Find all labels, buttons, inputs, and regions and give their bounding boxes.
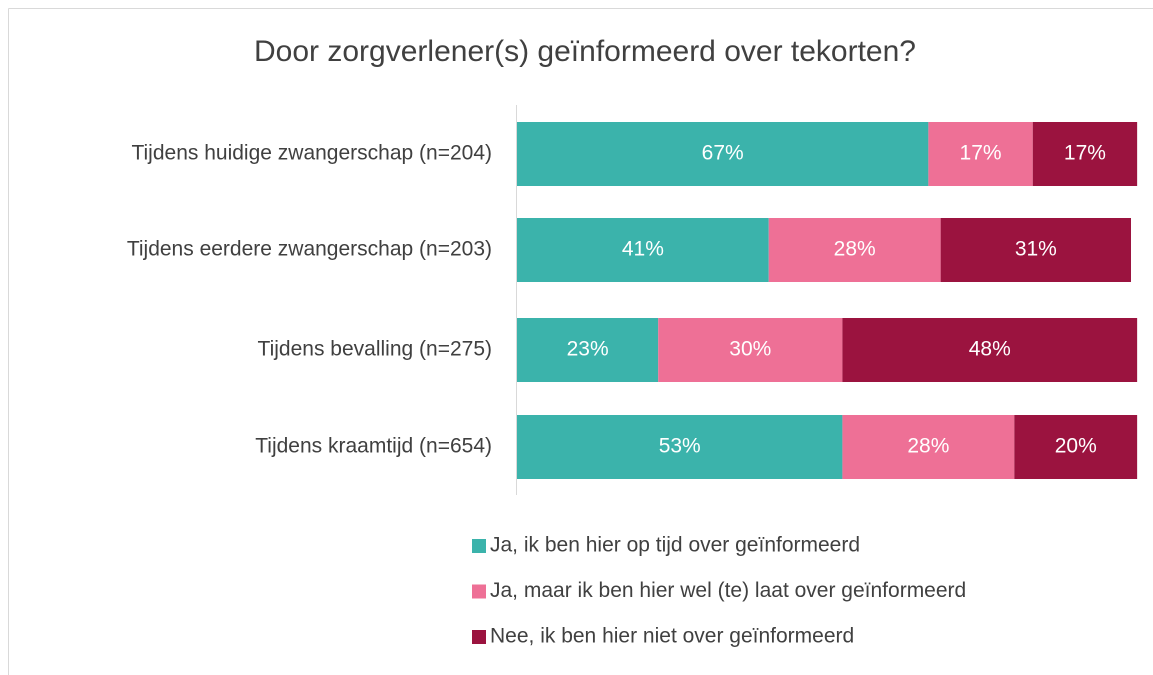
- legend-label: Ja, maar ik ben hier wel (te) laat over …: [490, 579, 966, 602]
- legend-swatch: [472, 539, 486, 553]
- bar-segment: [1032, 122, 1138, 186]
- category-label: Tijdens bevalling (n=275): [258, 338, 492, 361]
- data-label: 17%: [1064, 142, 1106, 165]
- data-label: 48%: [969, 338, 1011, 361]
- data-label: 20%: [1055, 435, 1097, 458]
- category-label: Tijdens eerdere zwangerschap (n=203): [127, 238, 492, 261]
- legend-swatch: [472, 630, 486, 644]
- data-label: 23%: [567, 338, 609, 361]
- data-label: 28%: [834, 238, 876, 261]
- bar-segment: [928, 122, 1033, 186]
- bar-segment: [517, 122, 929, 186]
- data-label: 31%: [1015, 238, 1057, 261]
- data-label: 17%: [960, 142, 1002, 165]
- bar-segment: [842, 415, 1015, 479]
- category-label: Tijdens kraamtijd (n=654): [255, 435, 492, 458]
- legend-label: Nee, ik ben hier niet over geïnformeerd: [490, 625, 854, 648]
- bar-segment: [768, 218, 941, 282]
- legend-swatch: [472, 584, 486, 599]
- bar-segment: [1014, 415, 1138, 479]
- data-label: 30%: [729, 338, 771, 361]
- category-label: Tijdens huidige zwangerschap (n=204): [131, 142, 492, 165]
- data-label: 67%: [702, 142, 744, 165]
- bar-segment: [842, 318, 1138, 382]
- chart-title: Door zorgverlener(s) geïnformeerd over t…: [254, 35, 916, 68]
- bar-segment: [940, 218, 1131, 282]
- bar-segment: [658, 318, 843, 382]
- bar-segment: [517, 218, 769, 282]
- bar-segment: [517, 318, 659, 382]
- legend-label: Ja, ik ben hier op tijd over geïnformeer…: [490, 534, 860, 557]
- data-label: 28%: [907, 435, 949, 458]
- data-label: 41%: [622, 238, 664, 261]
- bar-segment: [517, 415, 843, 479]
- data-label: 53%: [659, 435, 701, 458]
